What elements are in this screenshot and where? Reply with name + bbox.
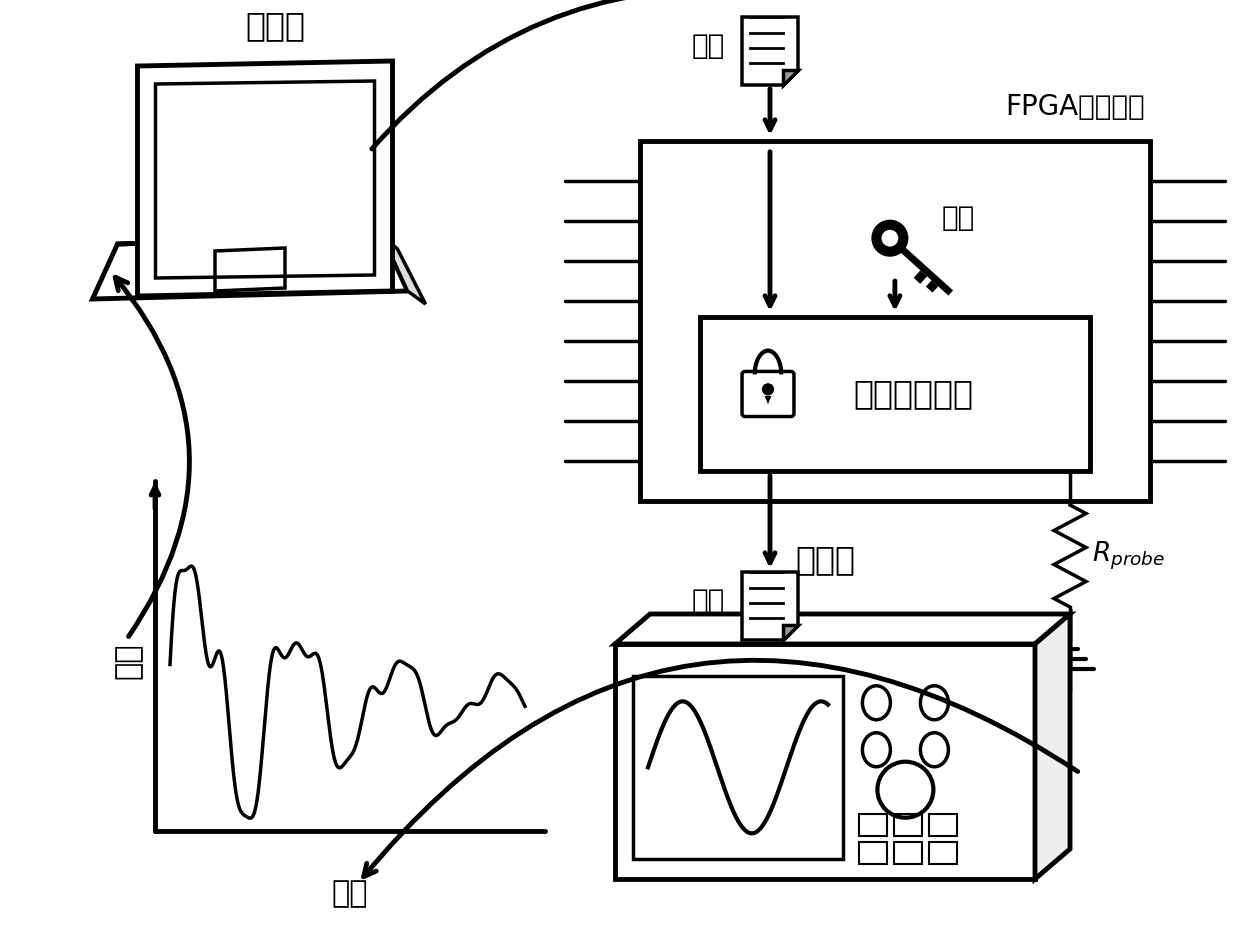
Bar	[859, 814, 888, 836]
Bar	[930, 814, 957, 836]
Polygon shape	[900, 247, 954, 296]
Bar	[894, 814, 923, 836]
FancyArrowPatch shape	[372, 0, 751, 149]
Polygon shape	[742, 572, 799, 640]
Circle shape	[873, 222, 906, 255]
Text: 计算机: 计算机	[246, 9, 305, 43]
Polygon shape	[742, 17, 799, 85]
Polygon shape	[765, 396, 771, 404]
Polygon shape	[784, 71, 799, 85]
Polygon shape	[914, 270, 928, 284]
Polygon shape	[615, 614, 1070, 644]
Text: 密鑰: 密鑰	[942, 204, 975, 232]
FancyArrowPatch shape	[115, 277, 190, 637]
FancyBboxPatch shape	[742, 371, 794, 416]
Text: 加密算法引擎: 加密算法引擎	[853, 377, 973, 411]
Bar	[615, 644, 1035, 879]
Text: 时间: 时间	[332, 879, 368, 908]
Text: 示波器: 示波器	[795, 543, 856, 576]
Text: 明文: 明文	[692, 32, 725, 60]
Bar	[701, 317, 1090, 471]
Circle shape	[882, 230, 898, 247]
Bar	[930, 842, 957, 864]
Text: 密文: 密文	[692, 587, 725, 615]
Text: FPGA硬件平台: FPGA硬件平台	[1006, 93, 1145, 121]
Text: $R_{probe}$: $R_{probe}$	[1092, 540, 1166, 573]
Polygon shape	[1035, 614, 1070, 879]
Bar	[859, 842, 888, 864]
Polygon shape	[93, 236, 408, 299]
Circle shape	[761, 384, 774, 396]
Polygon shape	[926, 280, 939, 292]
Bar	[632, 676, 843, 859]
FancyArrowPatch shape	[363, 660, 1078, 877]
Polygon shape	[784, 626, 799, 640]
Polygon shape	[382, 236, 425, 304]
Text: 功耗: 功耗	[114, 642, 143, 679]
Bar	[640, 141, 1149, 501]
Polygon shape	[138, 61, 393, 296]
Polygon shape	[155, 81, 374, 278]
Bar	[894, 842, 923, 864]
